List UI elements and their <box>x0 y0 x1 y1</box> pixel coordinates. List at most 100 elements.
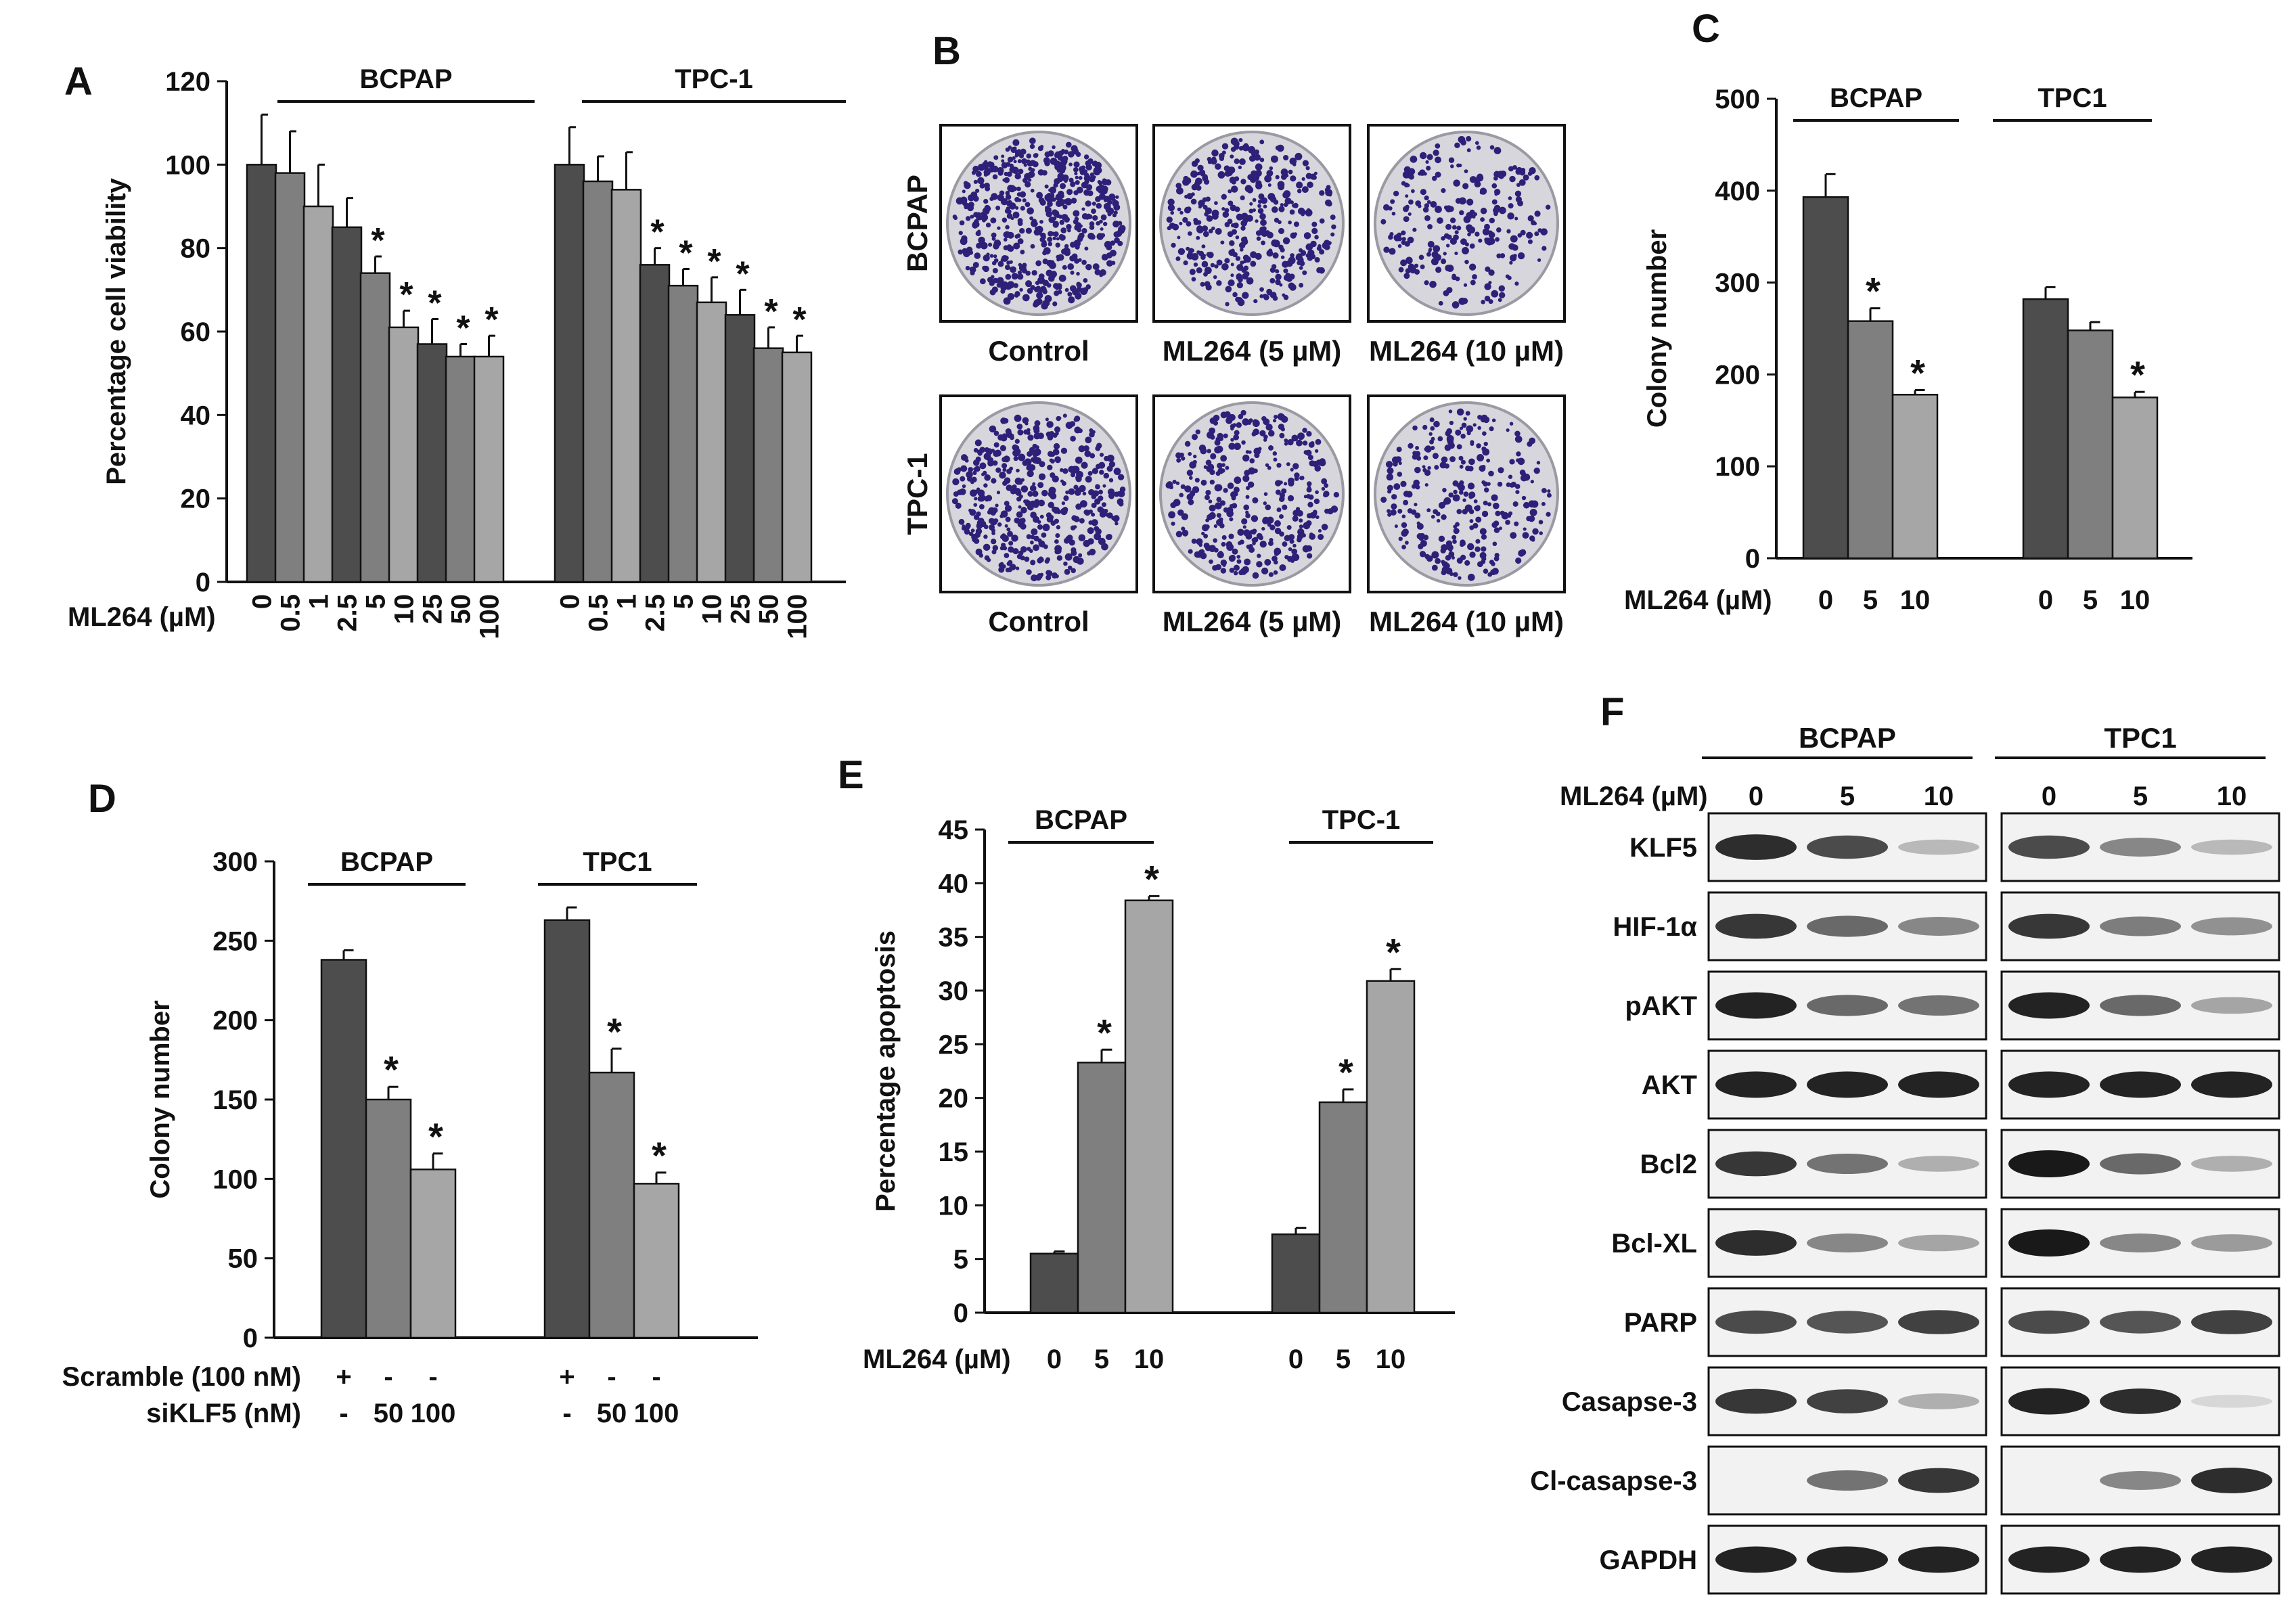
colony-dot <box>1057 169 1061 173</box>
colony-dot <box>1053 443 1060 450</box>
colony-dot <box>1299 283 1304 288</box>
colony-dot <box>1216 497 1222 503</box>
colony-dot <box>1405 541 1409 545</box>
significance-star: * <box>650 213 665 252</box>
colony-dot <box>1107 212 1112 217</box>
colony-dot <box>1463 215 1471 223</box>
protein-band <box>2191 1310 2272 1334</box>
colony-dot <box>1393 190 1399 197</box>
colony-dot <box>1085 436 1092 444</box>
colony-dot <box>1458 484 1465 491</box>
colony-dot <box>1242 273 1248 280</box>
colony-dot <box>1408 443 1414 449</box>
colony-dot <box>1030 560 1036 566</box>
colony-dot <box>989 289 996 296</box>
protein-band <box>1898 1156 1979 1172</box>
colony-dot <box>1048 261 1056 269</box>
colony-dot <box>1510 235 1518 243</box>
colony-dot <box>1443 497 1451 505</box>
colony-dot <box>1284 535 1291 542</box>
colony-dot <box>1177 207 1181 212</box>
colony-dot <box>1005 194 1012 200</box>
colony-dot <box>1242 418 1250 426</box>
colony-dot <box>1244 558 1251 566</box>
colony-dot <box>1437 217 1443 224</box>
colony-dot <box>1253 419 1258 424</box>
colony-dot <box>1274 414 1278 420</box>
colony-dot <box>1242 454 1250 462</box>
colony-dot <box>1259 139 1265 145</box>
colony-dot <box>1507 212 1514 220</box>
colony-dot <box>1305 166 1310 171</box>
colony-dot <box>986 252 990 256</box>
significance-star: * <box>707 242 721 281</box>
colony-dot <box>1267 430 1275 437</box>
colony-dot <box>1455 429 1462 436</box>
y-tick-label: 300 <box>1715 269 1760 298</box>
colony-dot <box>1451 556 1455 560</box>
colony-dot <box>985 185 991 191</box>
y-tick-label: 200 <box>212 1006 258 1036</box>
colony-dot <box>974 439 982 447</box>
colony-dot <box>995 205 1001 210</box>
colony-dot <box>968 250 974 255</box>
colony-dot <box>1493 527 1500 533</box>
colony-dot <box>1175 183 1181 189</box>
colony-dot <box>1419 152 1427 160</box>
colony-dot <box>1032 443 1037 449</box>
significance-star: * <box>764 292 778 332</box>
colony-dot <box>1318 267 1325 274</box>
colony-dot <box>1252 208 1257 212</box>
colony-dot <box>1233 434 1240 440</box>
protein-band <box>2100 838 2181 857</box>
colony-dot <box>1034 287 1039 292</box>
colony-dot <box>1424 280 1429 286</box>
colony-dot <box>1516 451 1521 457</box>
colony-dot <box>1419 169 1426 176</box>
colony-dot <box>1010 549 1014 553</box>
colony-dot <box>1216 513 1221 518</box>
colony-dot <box>970 528 975 533</box>
colony-dot <box>1279 283 1283 287</box>
x-tick-label: 5 <box>361 594 391 609</box>
row2-value: 100 <box>411 1399 456 1428</box>
colony-dot <box>1307 481 1312 486</box>
colony-dot <box>1435 156 1441 164</box>
colony-dot <box>1444 444 1451 451</box>
colony-dot <box>1289 539 1295 544</box>
colony-dot <box>1505 520 1510 525</box>
colony-dot <box>981 214 989 221</box>
colony-dot <box>1324 508 1330 514</box>
colony-dot <box>1299 524 1303 529</box>
colony-dot <box>1223 411 1231 418</box>
colony-dot <box>1274 560 1278 565</box>
colony-dot <box>1400 259 1408 267</box>
colony-dot <box>1033 544 1039 551</box>
colony-dot <box>1006 527 1011 532</box>
colony-dot <box>1117 474 1125 480</box>
colony-dot <box>1203 271 1208 277</box>
plate-caption: ML264 (10 µM) <box>1369 335 1564 367</box>
protein-band <box>2191 1468 2272 1493</box>
colony-dot <box>1011 535 1018 542</box>
colony-dot <box>1050 459 1055 464</box>
colony-dot <box>1509 482 1515 488</box>
colony-dot <box>1481 546 1487 552</box>
protein-band <box>2100 1388 2181 1414</box>
colony-dot <box>1047 464 1053 471</box>
lane-dose-label: 5 <box>2133 782 2148 811</box>
colony-dot <box>1228 200 1234 206</box>
protein-band <box>1807 1233 1888 1252</box>
colony-dot <box>968 204 972 208</box>
protein-band <box>2008 1150 2090 1177</box>
colony-dot <box>990 538 997 545</box>
colony-dot <box>1248 467 1256 475</box>
colony-dot <box>1044 184 1049 189</box>
y-tick-label: 35 <box>939 923 969 953</box>
colony-dot <box>1081 259 1087 265</box>
colony-dot <box>1514 521 1519 526</box>
colony-dot <box>1528 500 1536 508</box>
colony-dot <box>1408 168 1416 175</box>
colony-dot <box>1431 175 1437 181</box>
colony-dot <box>1262 518 1269 524</box>
